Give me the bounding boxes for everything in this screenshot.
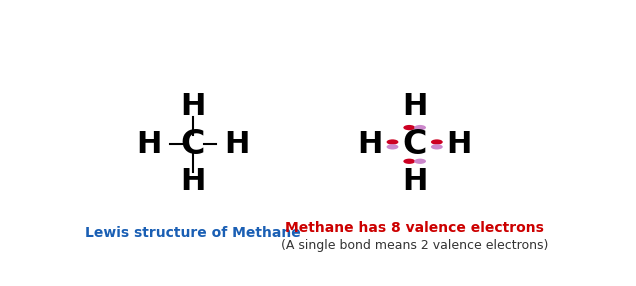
Circle shape xyxy=(403,125,415,130)
Circle shape xyxy=(403,159,415,164)
Circle shape xyxy=(414,125,426,130)
Text: H: H xyxy=(225,130,250,159)
Circle shape xyxy=(431,144,443,150)
Circle shape xyxy=(414,159,426,164)
Circle shape xyxy=(387,144,398,150)
Text: H: H xyxy=(446,130,472,159)
Text: H: H xyxy=(402,92,427,122)
Text: Lewis structure of Methane: Lewis structure of Methane xyxy=(85,226,301,239)
Text: H: H xyxy=(136,130,161,159)
Text: H: H xyxy=(402,167,427,196)
Text: H: H xyxy=(180,92,205,122)
Text: C: C xyxy=(181,128,205,161)
Text: (A single bond means 2 valence electrons): (A single bond means 2 valence electrons… xyxy=(281,239,548,252)
Text: H: H xyxy=(357,130,383,159)
Text: H: H xyxy=(180,167,205,196)
Circle shape xyxy=(431,139,443,145)
Text: Methane has 8 valence electrons: Methane has 8 valence electrons xyxy=(285,221,544,235)
Text: C: C xyxy=(403,128,427,161)
Circle shape xyxy=(387,139,398,145)
